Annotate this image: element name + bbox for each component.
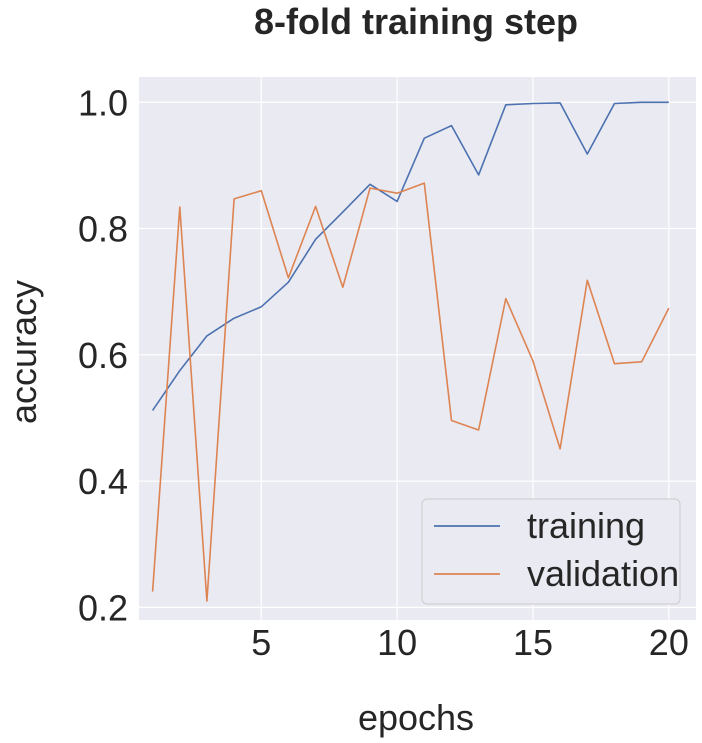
y-tick-label: 0.8 — [78, 209, 128, 250]
y-tick-label: 0.4 — [78, 461, 128, 502]
legend-label-training: training — [527, 505, 645, 546]
legend-label-validation: validation — [527, 553, 679, 594]
x-tick-label: 10 — [377, 622, 417, 663]
x-tick-label: 20 — [649, 622, 689, 663]
chart-title: 8-fold training step — [254, 1, 578, 42]
x-axis-label: epochs — [358, 697, 474, 738]
tick-labels: 5 10 15 20 0.2 0.4 0.6 0.8 1.0 — [78, 82, 689, 663]
series-layer — [151, 101, 670, 602]
series-line-training — [151, 101, 669, 411]
x-tick-label: 15 — [513, 622, 553, 663]
y-axis-label: accuracy — [3, 280, 44, 424]
series-line-validation — [151, 182, 670, 602]
y-tick-label: 0.2 — [78, 587, 128, 628]
y-tick-label: 0.6 — [78, 335, 128, 376]
y-tick-label: 1.0 — [78, 82, 128, 123]
legend: training validation — [421, 498, 681, 605]
x-tick-label: 5 — [251, 622, 271, 663]
